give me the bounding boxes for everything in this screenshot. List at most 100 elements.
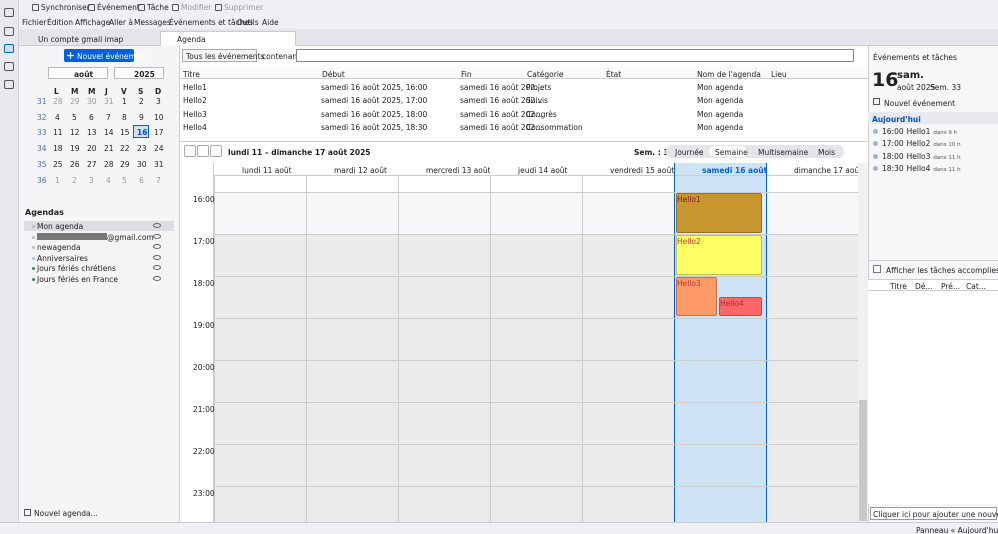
menu-item[interactable]: Événements et tâches xyxy=(169,18,253,27)
column-header[interactable]: Lieu xyxy=(771,70,787,79)
event-list-cell[interactable]: Hello4 xyxy=(183,122,207,132)
year-select[interactable] xyxy=(114,67,164,79)
nav-button[interactable] xyxy=(210,145,222,157)
agenda-item[interactable]: 17:00 Hello2 dans 10 h xyxy=(882,139,996,149)
sidebar-icon[interactable] xyxy=(4,27,14,36)
day-header-label[interactable]: mercredi 13 août xyxy=(426,166,491,175)
day[interactable]: 31 xyxy=(154,159,164,169)
day[interactable]: 27 xyxy=(87,159,97,169)
event-list-cell[interactable]: Projets xyxy=(526,83,552,92)
nav-button[interactable] xyxy=(197,145,209,157)
add-task[interactable]: Cliquer ici pour ajouter une nouvelle tâ… xyxy=(873,510,998,519)
day[interactable]: 23 xyxy=(137,144,147,154)
toolbar-icon[interactable] xyxy=(172,4,179,11)
toolbar-button[interactable]: Tâche xyxy=(147,3,169,12)
visibility-icon[interactable] xyxy=(153,275,161,281)
event-list-cell[interactable]: samedi 16 août 2025, 18:00 xyxy=(321,109,428,119)
column-header[interactable]: Titre xyxy=(183,70,200,79)
day[interactable]: 5 xyxy=(122,175,127,185)
calendar-name[interactable]: Anniversaires xyxy=(37,253,88,263)
new-event-label[interactable]: Nouvel événement xyxy=(77,52,149,61)
agenda-item[interactable]: 16:00 Hello1 dans 9 h xyxy=(882,127,996,137)
agenda-relative[interactable]: dans 11 h xyxy=(933,166,961,173)
day[interactable]: 17 xyxy=(154,128,164,138)
day[interactable]: 22 xyxy=(120,144,130,154)
agenda-time[interactable]: 16:00 xyxy=(882,127,904,136)
day[interactable]: 4 xyxy=(106,175,111,185)
task-column[interactable]: Dé... xyxy=(915,282,933,291)
view-button[interactable]: Multisemaine xyxy=(758,148,809,157)
event-list-cell[interactable]: Mon agenda xyxy=(697,96,744,106)
agenda-relative[interactable]: dans 9 h xyxy=(933,130,958,136)
toolbar-button[interactable]: Événement xyxy=(97,3,140,12)
task-column[interactable]: Titre xyxy=(890,282,907,291)
new-event-button[interactable] xyxy=(64,49,134,62)
column-header[interactable]: Nom de l'agenda xyxy=(697,70,761,79)
task-column[interactable]: Pré... xyxy=(941,282,961,291)
event-list-cell[interactable]: Mon agenda xyxy=(697,122,744,132)
event-list-cell[interactable]: Consommation xyxy=(526,122,583,132)
scroll-thumb[interactable] xyxy=(859,400,867,521)
event[interactable]: Hello1 xyxy=(676,193,762,233)
toolbar-icon[interactable] xyxy=(32,4,39,11)
pane-new-event[interactable]: Nouvel événement xyxy=(884,99,956,108)
calendar-name[interactable]: @gmail.com xyxy=(107,232,154,242)
day[interactable]: 1 xyxy=(55,175,60,185)
tab-active[interactable] xyxy=(160,31,296,46)
agenda-item[interactable]: 18:00 Hello3 dans 11 h xyxy=(882,152,996,162)
day[interactable]: 29 xyxy=(120,159,130,169)
day[interactable]: 28 xyxy=(104,159,114,169)
sidebar-icon[interactable] xyxy=(4,8,14,17)
toolbar-button[interactable]: Supprimer xyxy=(224,3,264,12)
day[interactable]: 2 xyxy=(72,175,77,185)
visibility-icon[interactable] xyxy=(153,265,161,270)
toolbar-button[interactable]: Synchroniser xyxy=(41,3,90,12)
menu-item[interactable]: Messages xyxy=(134,18,171,27)
day-header-label[interactable]: samedi 16 août xyxy=(702,166,768,175)
event-list-cell[interactable]: Congrès xyxy=(526,109,557,119)
month-select[interactable] xyxy=(48,67,108,79)
day-header-label[interactable]: jeudi 14 août xyxy=(518,166,568,175)
visibility-icon[interactable] xyxy=(153,223,161,228)
agenda-time[interactable]: 18:30 xyxy=(882,163,904,173)
menu-item[interactable]: Aide xyxy=(262,18,279,27)
agenda-title[interactable]: Hello1 xyxy=(906,127,931,136)
column-header[interactable]: Fin xyxy=(461,70,472,79)
toolbar-icon[interactable] xyxy=(88,4,95,11)
event-list-cell[interactable]: samedi 16 août 2025, 18:30 xyxy=(321,122,428,132)
day[interactable]: 2 xyxy=(139,97,144,106)
day[interactable]: 8 xyxy=(122,112,127,122)
day[interactable]: 28 xyxy=(53,97,63,106)
day[interactable]: 7 xyxy=(106,112,111,122)
view-button[interactable]: Mois xyxy=(818,148,836,157)
event-list-cell[interactable]: Hello1 xyxy=(183,83,207,92)
new-calendar[interactable]: Nouvel agenda... xyxy=(34,509,98,518)
day[interactable]: 14 xyxy=(104,128,114,138)
search-field[interactable] xyxy=(296,49,854,62)
day[interactable]: 24 xyxy=(154,144,164,154)
day-header-label[interactable]: vendredi 15 août xyxy=(610,166,675,175)
event-title[interactable]: Hello4 xyxy=(720,299,744,308)
day[interactable]: 18 xyxy=(53,144,63,154)
event-list-cell[interactable]: Mon agenda xyxy=(697,83,744,92)
show-completed[interactable]: Afficher les tâches accomplies xyxy=(886,266,998,275)
menu-item[interactable]: Fichier xyxy=(22,18,47,27)
view-button[interactable]: Semaine xyxy=(715,148,748,157)
view-button[interactable]: Journée xyxy=(675,148,704,157)
agenda-title[interactable]: Hello3 xyxy=(906,151,931,161)
event-list-cell[interactable]: Hello2 xyxy=(183,96,207,106)
day[interactable]: 16 xyxy=(137,128,148,138)
day[interactable]: 30 xyxy=(87,97,97,106)
sidebar-icon[interactable] xyxy=(4,44,14,53)
toolbar-button[interactable]: Modifier xyxy=(181,3,212,12)
visibility-icon[interactable] xyxy=(153,254,161,260)
calendar-name[interactable]: newagenda xyxy=(37,243,81,252)
agenda-relative[interactable]: dans 10 h xyxy=(933,142,961,149)
day[interactable]: 19 xyxy=(70,144,80,154)
day[interactable]: 6 xyxy=(89,112,94,122)
event-title[interactable]: Hello2 xyxy=(677,237,701,246)
task-column[interactable]: Cat... xyxy=(966,282,986,291)
event-list-cell[interactable]: samedi 16 août 202... xyxy=(460,122,543,132)
filter-select[interactable] xyxy=(182,49,257,62)
day[interactable]: 21 xyxy=(104,144,114,154)
